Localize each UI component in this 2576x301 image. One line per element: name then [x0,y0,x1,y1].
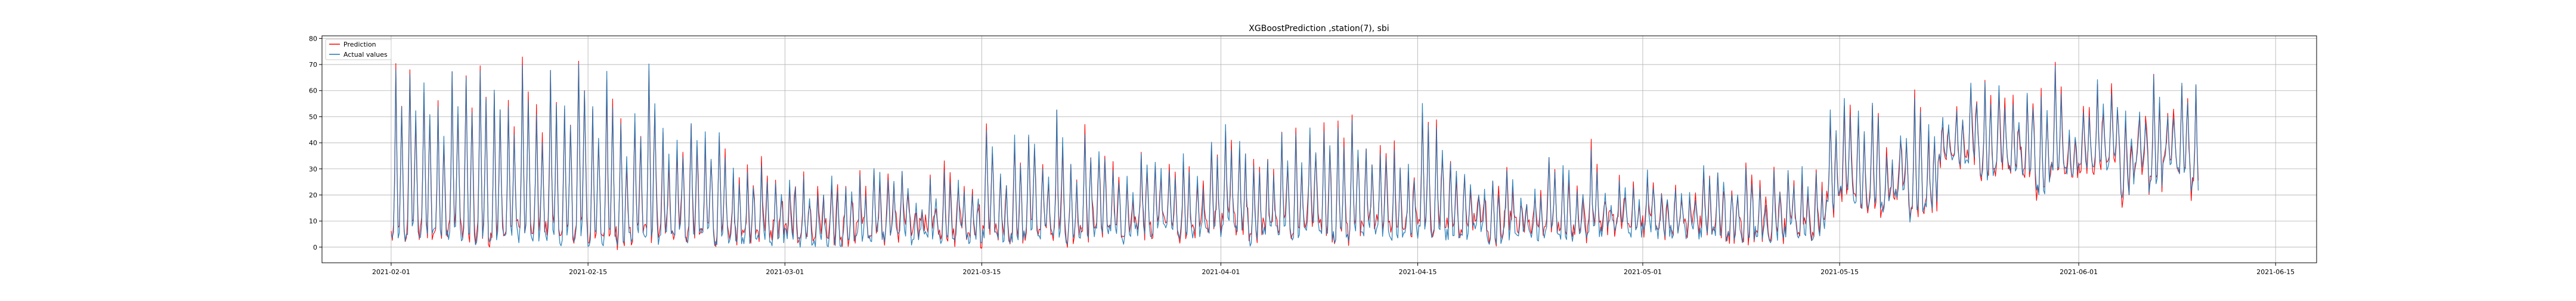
legend-label-prediction: Prediction [343,41,376,48]
series-lines [391,56,2199,250]
x-tick-label: 2021-02-01 [372,268,410,276]
axes: 0 10 20 30 40 50 60 70 80 2021-02-01 2021-02-15 202… [309,35,2295,276]
y-tick-label: 0 [313,244,317,251]
chart-title: XGBoostPrediction ,station(7), sbi [1249,24,1389,33]
y-tick-label: 40 [309,139,317,147]
y-tick-label: 50 [309,113,317,121]
y-tick-label: 10 [309,217,317,225]
plot-area-frame [321,35,2317,263]
x-tick-label: 2021-05-15 [1820,268,1859,276]
x-tick-label: 2021-06-01 [2060,268,2098,276]
y-tick-label: 30 [309,165,317,173]
y-tick-label: 80 [309,35,317,42]
x-tick-label: 2021-05-01 [1624,268,1662,276]
x-tick-label: 2021-06-15 [2256,268,2295,276]
legend-label-actual: Actual values [343,51,388,59]
y-tick-label: 20 [309,191,317,199]
series-line-actual-values [391,63,2199,248]
x-tick-label: 2021-04-01 [1202,268,1240,276]
legend: Prediction Actual values [325,39,392,60]
x-tick-label: 2021-03-15 [963,268,1001,276]
y-tick-label: 60 [309,87,317,95]
legend-box [325,39,392,60]
y-tick-label: 70 [309,61,317,69]
x-tick-label: 2021-03-01 [766,268,804,276]
x-tick-label: 2021-04-15 [1399,268,1437,276]
x-tick-label: 2021-02-15 [569,268,607,276]
